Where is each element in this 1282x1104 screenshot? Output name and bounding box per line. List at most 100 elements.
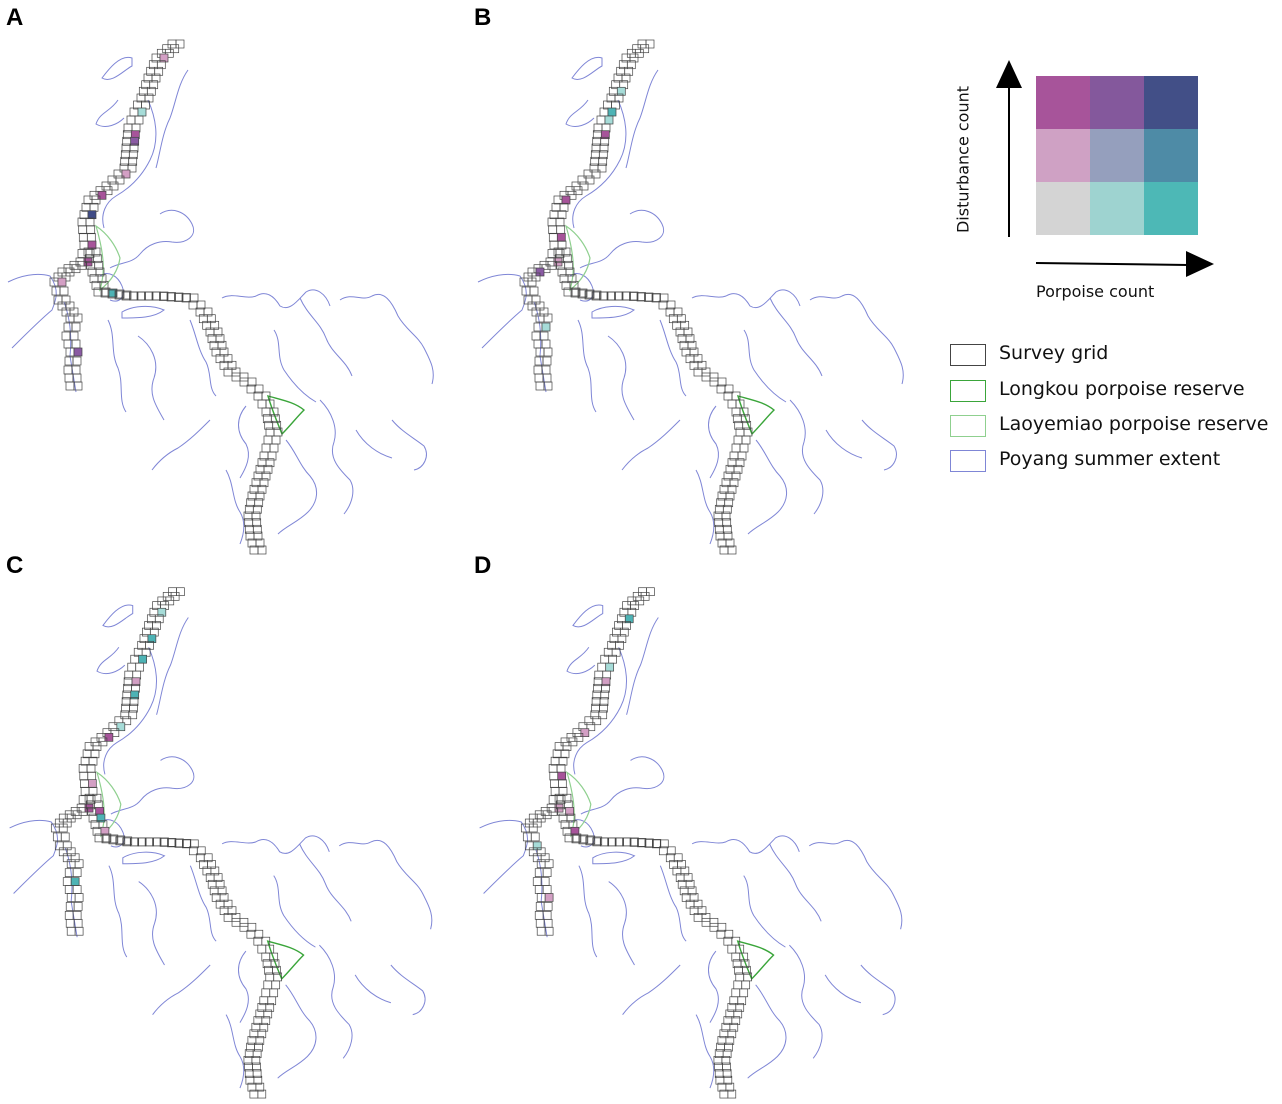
grid-cell	[586, 722, 596, 732]
grid-cell	[206, 314, 216, 324]
grid-cell	[138, 654, 147, 664]
bivariate-cell	[1144, 76, 1198, 129]
bivariate-cell	[1036, 76, 1090, 129]
grid-cell	[86, 795, 96, 805]
grid-cell	[727, 944, 737, 954]
laoyemiao-reserve-boundary	[565, 770, 592, 838]
grid-cell	[659, 293, 669, 303]
lake-shoreline	[355, 429, 393, 459]
grid-cell	[72, 810, 82, 820]
grid-cell	[724, 929, 734, 939]
grid-cell	[598, 156, 608, 166]
grid-cell	[210, 320, 220, 330]
grid-cell	[666, 846, 676, 856]
grid-cell	[731, 988, 741, 998]
longkou-reserve-boundary	[736, 940, 775, 981]
lake-shoreline	[824, 974, 862, 1004]
grid-cell	[561, 247, 571, 257]
grid-cell	[121, 169, 131, 179]
grid-cell	[739, 443, 749, 453]
grid-cell	[727, 399, 737, 409]
grid-cell	[128, 156, 138, 166]
grid-cell	[252, 524, 262, 534]
grid-cell	[637, 838, 647, 847]
grid-cell	[535, 918, 545, 928]
grid-cell	[593, 836, 603, 846]
grid-cell	[147, 634, 157, 643]
porpoise-axis-arrow	[1035, 251, 1214, 277]
lake-shoreline	[110, 756, 195, 815]
grid-cell	[556, 232, 566, 242]
grid-cell	[722, 1049, 732, 1058]
grid-cell	[742, 420, 752, 430]
lake-shoreline	[277, 439, 317, 535]
grid-cell	[270, 414, 280, 424]
lake-shoreline	[338, 839, 433, 930]
grid-cell	[611, 647, 621, 657]
lake-shoreline	[96, 647, 126, 675]
lake-shoreline	[622, 964, 681, 1015]
grid-cell	[599, 143, 609, 153]
poyang-map	[9, 587, 433, 1099]
grid-cell	[127, 662, 137, 672]
lake-shoreline	[789, 399, 824, 515]
lake-shoreline	[103, 647, 157, 775]
grid-cell	[257, 545, 267, 555]
grid-cell	[79, 210, 89, 220]
grid-cell	[652, 293, 661, 302]
grid-cell	[709, 917, 719, 927]
grid-cell	[683, 327, 693, 337]
lake-shoreline	[743, 875, 786, 948]
lake-shoreline	[809, 294, 904, 385]
grid-cell	[102, 833, 112, 843]
grid-cell	[733, 464, 743, 474]
grid-cell	[254, 498, 264, 508]
grid-cell	[626, 48, 636, 58]
grid-cell	[92, 793, 102, 803]
grid-cell	[91, 247, 101, 257]
grid-cell	[58, 823, 68, 833]
grid-cell	[727, 1089, 737, 1099]
grid-cell	[83, 257, 93, 267]
grid-cell	[174, 292, 184, 302]
grid-cell	[723, 531, 733, 541]
panel-label: C	[6, 552, 24, 579]
grid-cell	[254, 384, 264, 394]
grid-cell	[62, 877, 72, 886]
lake-shoreline	[591, 305, 635, 319]
lake-shoreline	[860, 964, 896, 1016]
lake-shoreline	[273, 875, 316, 948]
grid-cell	[624, 66, 634, 76]
grid-cell	[573, 186, 583, 196]
grid-cell	[709, 372, 719, 382]
grid-cell	[530, 832, 540, 842]
legend-label: Poyang summer extent	[999, 448, 1221, 470]
longkou-reserve-boundary	[266, 394, 306, 436]
grid-cell	[567, 274, 577, 284]
lake-shoreline	[7, 273, 57, 349]
grid-cell	[86, 764, 96, 773]
bivariate-cell	[1090, 182, 1144, 235]
grid-cell	[269, 952, 279, 962]
grid-cell	[137, 107, 147, 117]
grid-cell	[168, 587, 177, 597]
grid-cell	[129, 143, 139, 153]
grid-cell	[182, 293, 191, 302]
grid-cell	[547, 217, 557, 227]
grid-cell	[550, 756, 560, 766]
grid-cell	[645, 838, 654, 848]
grid-cell	[255, 1082, 265, 1092]
grid-cell	[85, 249, 95, 258]
bivariate-cell	[1144, 129, 1198, 182]
lake-shoreline	[621, 419, 681, 471]
grid-cell	[109, 181, 119, 191]
grid-cell	[729, 478, 739, 488]
grid-cell	[725, 1036, 735, 1045]
grid-cell	[122, 716, 132, 726]
grid-cell	[215, 334, 225, 344]
grid-cell	[579, 834, 589, 844]
grid-cell	[74, 926, 84, 936]
grid-cell	[541, 339, 551, 349]
survey-grid	[519, 39, 753, 555]
grid-cell	[629, 291, 639, 301]
